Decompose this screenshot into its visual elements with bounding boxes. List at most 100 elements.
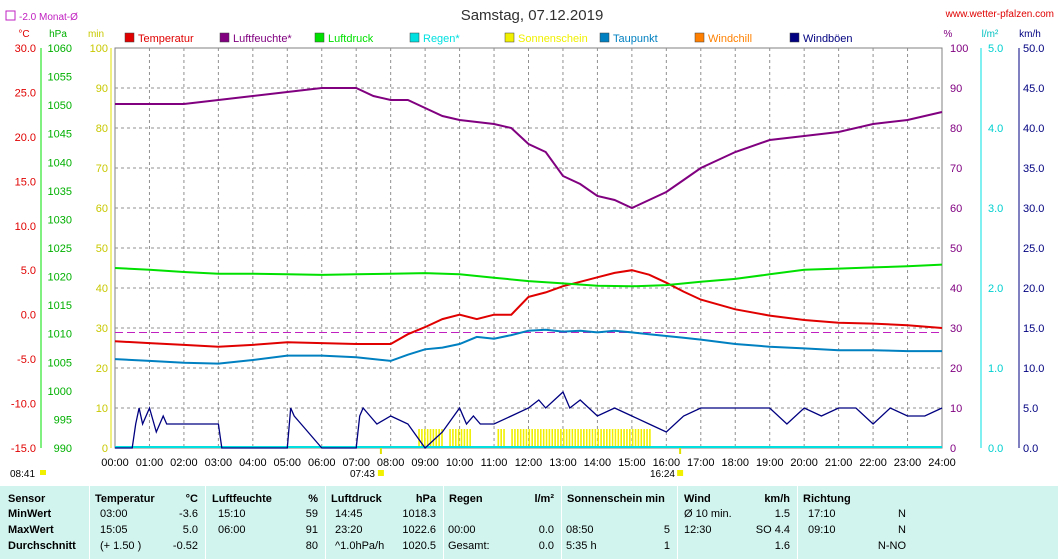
sunshine-bar [429, 429, 432, 448]
sunshine-bar [597, 429, 600, 448]
sunshine-bar [522, 429, 525, 448]
table-cell-t_time: (+ 1.50 ) [100, 540, 142, 552]
pressure-tick-label: 1000 [48, 386, 72, 398]
sun-start-label: 08:41 [10, 469, 35, 480]
pressure-tick-label: 1020 [48, 272, 72, 284]
sunshine-bar [594, 429, 597, 448]
sunshine-bar [531, 429, 533, 448]
sunshine-bar [640, 429, 643, 448]
rain-tick-label: 1.0 [988, 363, 1003, 375]
x-tick-label: 10:00 [446, 457, 474, 469]
legend-label-dewpoint: Taupunkt [613, 33, 658, 45]
monthly-avg-label: -2.0 Monat-Ø [19, 12, 78, 23]
sunshine-bar [643, 429, 645, 448]
table-cell-p_time: 14:45 [335, 508, 363, 520]
rain-tick-label: 2.0 [988, 283, 1003, 295]
header-rain: Regen [449, 493, 483, 505]
sunshine-bar [591, 429, 594, 448]
pressure-tick-label: 1025 [48, 243, 72, 255]
humidity-tick-label: 50 [950, 243, 962, 255]
x-tick-label: 18:00 [721, 457, 749, 469]
site-url: www.wetter-pfalzen.com [945, 9, 1054, 20]
x-tick-label: 04:00 [239, 457, 267, 469]
wind-tick-label: 35.0 [1023, 163, 1044, 175]
x-tick-label: 03:00 [205, 457, 233, 469]
chart-grid [114, 47, 943, 449]
header-temperature-unit: °C [185, 493, 198, 505]
pressure-tick-label: 1050 [48, 100, 72, 112]
legend-label-gusts: Windböen [803, 33, 853, 45]
wind-tick-label: 10.0 [1023, 363, 1044, 375]
sunshine-bar [617, 429, 620, 448]
x-tick-label: 01:00 [136, 457, 164, 469]
sunshine-tick-label: 100 [90, 43, 108, 55]
table-cell-w_time: 12:30 [684, 524, 712, 536]
sunshine-bar [577, 429, 579, 448]
temperature-tick-label: 30.0 [15, 43, 36, 55]
x-tick-label: 07:00 [342, 457, 370, 469]
sunshine-bar [606, 429, 608, 448]
x-tick-label: 21:00 [825, 457, 853, 469]
sunshine-bar [537, 429, 539, 448]
legend-swatch-dewpoint [599, 32, 610, 43]
sunshine-bar [500, 429, 502, 448]
table-cell-t_val: 5.0 [182, 524, 198, 536]
table-cell-h_time: 06:00 [218, 524, 246, 536]
pressure-tick-label: 1010 [48, 329, 72, 341]
legend-swatch-sunshine [504, 32, 515, 43]
x-tick-label: 19:00 [756, 457, 784, 469]
sunshine-tick-label: 20 [96, 363, 108, 375]
legend-label-windchill: Windchill [708, 33, 752, 45]
wind-tick-label: 15.0 [1023, 323, 1044, 335]
legend-label-temperature: Temperatur [138, 33, 194, 45]
temperature-tick-label: -10.0 [11, 399, 36, 411]
humidity-tick-label: 90 [950, 83, 962, 95]
x-tick-label: 15:00 [618, 457, 646, 469]
legend-label-rain: Regen* [423, 33, 460, 45]
header-pressure-unit: hPa [415, 493, 436, 505]
sunshine-unit-label: min [88, 29, 104, 40]
table-cell-h_val: 80 [305, 540, 318, 552]
sunshine-tick-label: 70 [96, 163, 108, 175]
table-cell-s_time: 5:35 h [566, 540, 597, 552]
rain-tick-label: 5.0 [988, 43, 1003, 55]
sunshine-bar [588, 429, 591, 448]
table-cell-t_val: -0.52 [172, 540, 198, 552]
sunshine-tick-label: 0 [102, 443, 108, 455]
legend-swatch-windchill [694, 32, 705, 43]
humidity-tick-label: 20 [950, 363, 962, 375]
sunshine-bar [514, 429, 516, 448]
temperature-tick-label: 0.0 [21, 310, 36, 322]
table-cell-d_time: 09:10 [808, 524, 836, 536]
pressure-tick-label: 1055 [48, 72, 72, 84]
sunset-label: 16:24 [650, 469, 675, 480]
sunshine-bar [525, 429, 528, 448]
temperature-tick-label: -5.0 [17, 354, 36, 366]
x-tick-label: 11:00 [481, 457, 508, 469]
sunshine-bar [565, 429, 568, 448]
x-tick-label: 02:00 [170, 457, 198, 469]
header-humidity-unit: % [308, 493, 318, 505]
table-cell-h_val: 59 [305, 508, 318, 520]
x-tick-label: 13:00 [549, 457, 577, 469]
weather-chart: Samstag, 07.12.2019 www.wetter-pfalzen.c… [5, 7, 1054, 480]
x-tick-label: 16:00 [653, 457, 681, 469]
monthly-avg-marker [5, 10, 16, 21]
humidity-series-line [115, 87, 943, 210]
sunshine-bar [457, 429, 460, 448]
sunshine-bar [528, 429, 531, 448]
header-pressure: Luftdruck [331, 493, 382, 505]
wind-tick-label: 40.0 [1023, 123, 1044, 135]
sunshine-bar [449, 429, 451, 448]
sunshine-bar [623, 429, 625, 448]
temperature-tick-label: 25.0 [15, 87, 36, 99]
humidity-tick-label: 30 [950, 323, 962, 335]
header-wind-unit: km/h [764, 493, 790, 505]
x-tick-label: 23:00 [894, 457, 922, 469]
table-cell-w_val: 1.6 [774, 540, 790, 552]
table-cell-label: MaxWert [8, 524, 54, 536]
sunshine-bar [560, 429, 562, 448]
sunshine-bar [603, 429, 605, 448]
sunshine-bar [626, 429, 628, 448]
table-cell-w_time: Ø 10 min. [684, 508, 732, 520]
